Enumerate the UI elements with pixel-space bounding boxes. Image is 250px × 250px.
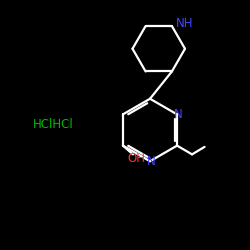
Text: OH: OH bbox=[128, 152, 146, 164]
Text: NH: NH bbox=[176, 17, 193, 30]
Text: HClHCl: HClHCl bbox=[32, 118, 73, 132]
Text: N: N bbox=[147, 155, 156, 168]
Text: N: N bbox=[174, 108, 183, 121]
